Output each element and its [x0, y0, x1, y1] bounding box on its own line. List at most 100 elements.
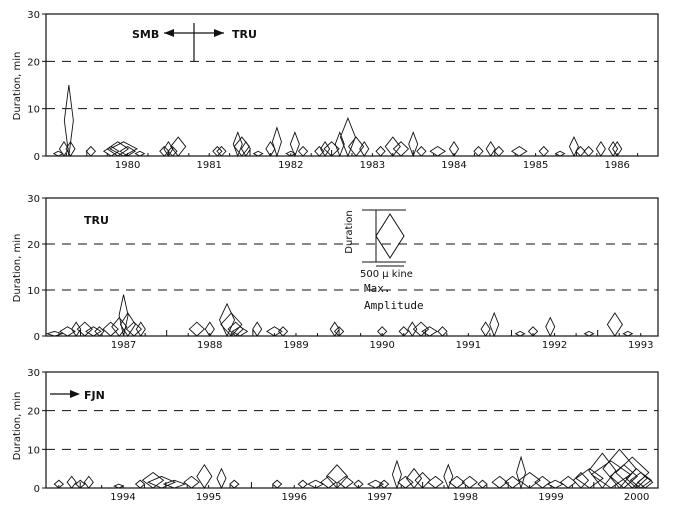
- event-diamond: [253, 322, 262, 336]
- event-diamond: [548, 480, 563, 488]
- event-diamond: [422, 327, 437, 336]
- event-diamond: [380, 480, 389, 488]
- event-diamond: [241, 142, 250, 156]
- y-tick-label: 20: [27, 57, 40, 68]
- station-label-smb: SMB: [132, 28, 159, 41]
- arrow-right-icon: [50, 390, 80, 398]
- x-tick-label: 1990: [369, 340, 394, 351]
- event-diamond: [368, 480, 383, 488]
- event-diamond: [273, 480, 282, 488]
- x-tick-label: 1992: [542, 340, 567, 351]
- x-tick-label: 1982: [278, 160, 303, 171]
- x-tick-label: 1998: [453, 492, 478, 503]
- y-axis-label: Duration, min: [12, 52, 23, 121]
- event-diamond: [474, 147, 483, 156]
- legend: Duration 500 μ kine Max. Amplitude: [344, 210, 424, 312]
- legend-max-text: Max.: [364, 282, 391, 295]
- x-tick-label: 1996: [281, 492, 306, 503]
- x-tick-label: 1983: [360, 160, 385, 171]
- station-label-tru: TRU: [232, 28, 257, 41]
- event-diamond: [197, 465, 212, 488]
- event-diamond: [561, 476, 576, 488]
- y-tick-label: 30: [27, 368, 40, 379]
- y-tick-label: 30: [27, 10, 40, 21]
- legend-amplitude-label: 500 μ kine: [360, 269, 413, 280]
- event-diamond: [438, 327, 447, 336]
- legend-diamond: [376, 214, 404, 258]
- y-tick-label: 10: [27, 105, 40, 116]
- event-diamond: [393, 142, 408, 156]
- x-tick-label: 1985: [523, 160, 548, 171]
- event-diamond: [233, 132, 242, 156]
- x-tick-label: 1999: [538, 492, 563, 503]
- x-tick-label: 2000: [624, 492, 649, 503]
- y-tick-label: 0: [34, 152, 40, 163]
- event-diamond: [189, 322, 204, 336]
- panel-smb: Duration, min SMB TRU 0 10 20 30 1980 1981 198…: [12, 10, 658, 171]
- event-diamond: [103, 322, 118, 336]
- event-diamond: [512, 147, 527, 156]
- legend-duration-label: Duration: [344, 210, 355, 253]
- event-diamond: [569, 137, 578, 156]
- plot-frame: [46, 372, 658, 488]
- panel-tru: Duration, min TRU Duration 500 μ kine Ma…: [12, 194, 658, 351]
- event-diamond: [428, 476, 443, 488]
- event-diamond: [298, 480, 307, 488]
- y-tick-label: 0: [34, 484, 40, 495]
- event-diamond: [135, 151, 144, 156]
- y-tick-label: 20: [27, 240, 40, 251]
- y-axis-label: Duration, min: [12, 392, 23, 461]
- legend-amplitude-text: Amplitude: [364, 299, 424, 312]
- event-diamond: [516, 331, 525, 336]
- y-tick-label: 0: [34, 332, 40, 343]
- station-label-fjn: FJN: [84, 389, 105, 402]
- event-diamond: [490, 313, 499, 336]
- event-diamond: [72, 322, 81, 336]
- x-tick-label: 1980: [115, 160, 140, 171]
- event-diamond: [290, 132, 299, 156]
- y-tick-label: 10: [27, 286, 40, 297]
- event-diamond: [272, 128, 281, 156]
- event-diamond: [494, 147, 503, 156]
- event-diamond: [330, 322, 339, 336]
- station-label-tru: TRU: [84, 214, 109, 227]
- event-diamond: [230, 480, 239, 488]
- event-diamond: [607, 313, 622, 336]
- x-tick-label: 1986: [604, 160, 629, 171]
- event-diamond: [478, 480, 487, 488]
- event-diamond: [596, 142, 605, 156]
- y-tick-label: 10: [27, 445, 40, 456]
- y-axis-label: Duration, min: [12, 234, 23, 303]
- event-diamond: [299, 147, 308, 156]
- event-diamond: [585, 331, 594, 336]
- direction-arrow-icon: [164, 23, 224, 62]
- event-diamond: [556, 151, 565, 156]
- event-diamond: [217, 469, 226, 488]
- event-diamond: [444, 465, 453, 488]
- y-tick-label: 30: [27, 194, 40, 205]
- event-diamond: [638, 476, 653, 488]
- event-diamond: [86, 147, 95, 156]
- event-diamond: [376, 147, 385, 156]
- event-diamond: [184, 476, 199, 488]
- event-diamond: [136, 480, 145, 488]
- x-tick-label: 1981: [196, 160, 221, 171]
- x-tick-label: 1993: [628, 340, 653, 351]
- panel-fjn: Duration, min FJN 0 10 20 30 1994 1995 1996 199…: [12, 368, 658, 503]
- event-diamond: [486, 142, 495, 156]
- event-diamond: [340, 118, 355, 156]
- x-tick-label: 1995: [196, 492, 221, 503]
- x-tick-label: 1988: [197, 340, 222, 351]
- x-tick-label: 1997: [367, 492, 392, 503]
- x-tick-label: 1984: [441, 160, 466, 171]
- event-diamond: [408, 322, 417, 336]
- event-diamond: [417, 147, 426, 156]
- event-diamond: [84, 476, 93, 488]
- event-diamond: [539, 147, 548, 156]
- x-tick-label: 1991: [456, 340, 481, 351]
- event-diamond: [279, 327, 288, 336]
- event-diamond: [623, 331, 632, 336]
- x-tick-label: 1989: [283, 340, 308, 351]
- y-tick-label: 20: [27, 407, 40, 418]
